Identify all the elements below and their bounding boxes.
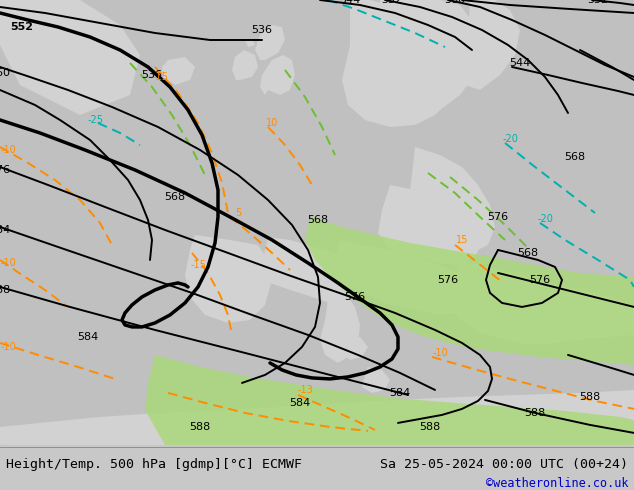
Text: 576: 576 <box>437 275 458 285</box>
Polygon shape <box>378 185 482 265</box>
Text: 576: 576 <box>0 165 11 175</box>
Text: -20: -20 <box>502 134 518 144</box>
Text: 552: 552 <box>588 0 609 5</box>
Text: 560: 560 <box>0 68 11 78</box>
Text: -10: -10 <box>0 258 16 268</box>
Text: 536: 536 <box>141 70 162 80</box>
Polygon shape <box>342 0 458 127</box>
Text: -15: -15 <box>152 72 168 82</box>
Text: 576: 576 <box>344 292 366 302</box>
Polygon shape <box>260 55 295 95</box>
Polygon shape <box>305 217 634 365</box>
Text: 584: 584 <box>289 398 311 408</box>
Text: 10: 10 <box>266 118 278 128</box>
Polygon shape <box>0 0 140 115</box>
Polygon shape <box>262 237 355 303</box>
Text: 568: 568 <box>307 215 328 225</box>
Polygon shape <box>232 50 258 80</box>
Text: 576: 576 <box>488 212 508 222</box>
Polygon shape <box>320 287 360 363</box>
Text: 560: 560 <box>444 0 465 5</box>
Text: 544: 544 <box>339 0 361 5</box>
Text: 552: 552 <box>11 22 34 32</box>
Text: 588: 588 <box>0 285 11 295</box>
Text: 584: 584 <box>389 388 411 398</box>
Polygon shape <box>185 235 272 323</box>
Text: -10: -10 <box>0 145 16 155</box>
Text: 536: 536 <box>252 25 273 35</box>
Text: ©weatheronline.co.uk: ©weatheronline.co.uk <box>486 477 628 490</box>
Text: Sa 25-05-2024 00:00 UTC (00+24): Sa 25-05-2024 00:00 UTC (00+24) <box>380 458 628 470</box>
Polygon shape <box>255 25 285 60</box>
Text: 568: 568 <box>564 152 586 162</box>
Text: -10: -10 <box>432 348 448 358</box>
Polygon shape <box>145 355 634 445</box>
Text: -10: -10 <box>0 342 16 352</box>
Text: 568: 568 <box>164 192 186 202</box>
Text: 588: 588 <box>419 422 441 432</box>
Text: 568: 568 <box>517 248 538 258</box>
Polygon shape <box>362 367 390 393</box>
Text: 544: 544 <box>509 58 531 68</box>
Text: 576: 576 <box>529 275 550 285</box>
Text: 552: 552 <box>382 0 403 5</box>
Text: 15: 15 <box>456 235 468 245</box>
Text: 588: 588 <box>524 408 546 418</box>
Polygon shape <box>335 240 475 315</box>
Text: -25: -25 <box>88 115 104 125</box>
Polygon shape <box>375 0 480 115</box>
Text: 584: 584 <box>0 225 11 235</box>
Text: 584: 584 <box>77 332 99 342</box>
Text: -20: -20 <box>537 214 553 224</box>
Text: 588: 588 <box>579 392 600 402</box>
Polygon shape <box>342 337 368 360</box>
Text: -15: -15 <box>190 260 206 270</box>
Polygon shape <box>460 0 520 90</box>
Polygon shape <box>408 147 495 253</box>
Text: Height/Temp. 500 hPa [gdmp][°C] ECMWF: Height/Temp. 500 hPa [gdmp][°C] ECMWF <box>6 458 302 470</box>
Text: 588: 588 <box>190 422 210 432</box>
Polygon shape <box>245 39 255 47</box>
Polygon shape <box>0 390 634 445</box>
Text: -13: -13 <box>297 385 313 395</box>
Polygon shape <box>162 57 195 85</box>
Polygon shape <box>450 260 634 345</box>
Text: 5: 5 <box>235 208 241 218</box>
